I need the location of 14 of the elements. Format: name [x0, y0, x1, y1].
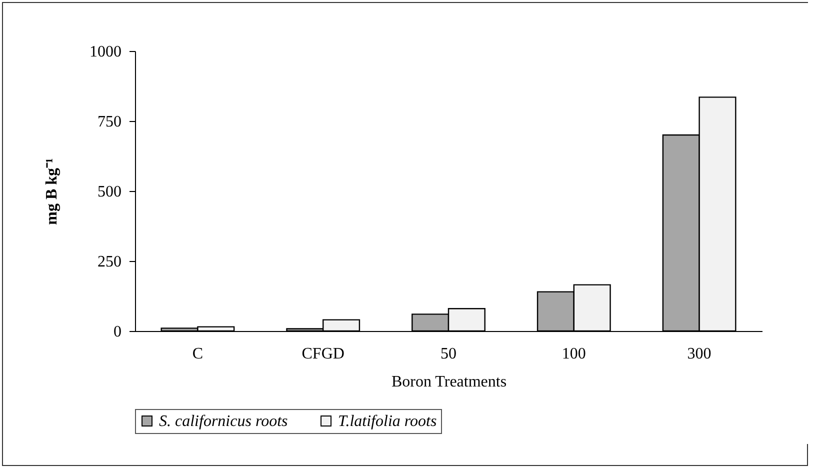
legend-label: T.latifolia roots	[338, 413, 437, 430]
y-tick-label: 250	[98, 254, 122, 270]
y-tick-label: 0	[114, 324, 122, 340]
y-tick-label: 500	[98, 184, 122, 200]
x-tick-label: CFGD	[302, 346, 344, 362]
y-axis-title: mg B kg⁻¹	[44, 158, 60, 225]
x-tick-label: 300	[687, 346, 712, 362]
y-tick-label: 1000	[90, 44, 122, 60]
x-axis-title: Boron Treatments	[391, 374, 507, 390]
x-tick-label: 100	[562, 346, 586, 362]
y-tick-label: 750	[98, 114, 122, 130]
x-tick-label: C	[192, 346, 204, 362]
x-tick-label: 50	[440, 346, 456, 362]
legend-label: S. californicus roots	[159, 413, 288, 430]
